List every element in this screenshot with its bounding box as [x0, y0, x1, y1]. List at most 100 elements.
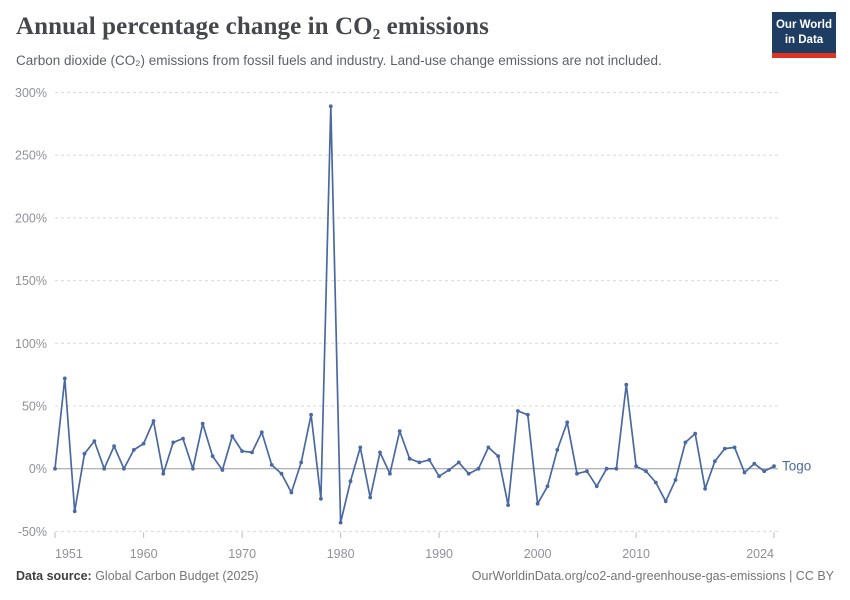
y-axis-label: 200%: [15, 211, 47, 225]
data-point[interactable]: [437, 474, 441, 479]
x-axis-label: 1980: [327, 547, 355, 561]
data-point[interactable]: [338, 520, 343, 525]
owid-logo-line1: Our World: [775, 19, 832, 31]
data-point[interactable]: [585, 469, 589, 474]
series-line-togo[interactable]: [54, 105, 775, 524]
data-point[interactable]: [200, 421, 205, 426]
data-point[interactable]: [703, 486, 707, 491]
data-point[interactable]: [122, 466, 126, 471]
x-axis-label: 1951: [55, 547, 83, 561]
data-point[interactable]: [259, 430, 264, 435]
data-point[interactable]: [141, 441, 146, 446]
data-point[interactable]: [62, 376, 67, 381]
data-point[interactable]: [713, 459, 717, 464]
data-point[interactable]: [653, 480, 658, 485]
chart-subtitle: Carbon dioxide (CO₂) emissions from foss…: [16, 53, 662, 68]
data-point[interactable]: [191, 466, 195, 471]
data-source-value: Global Carbon Budget (2025): [91, 569, 259, 583]
x-axis-label: 1970: [228, 547, 256, 561]
data-point[interactable]: [496, 454, 501, 459]
data-point[interactable]: [752, 461, 757, 466]
data-point[interactable]: [614, 466, 619, 471]
data-point[interactable]: [594, 484, 599, 489]
data-point[interactable]: [742, 470, 747, 475]
data-point[interactable]: [388, 471, 392, 476]
data-point[interactable]: [447, 468, 451, 472]
data-point[interactable]: [299, 460, 304, 465]
series-end-label[interactable]: Togo: [782, 459, 811, 474]
data-point[interactable]: [604, 466, 609, 471]
x-axis-label: 1990: [425, 547, 453, 561]
data-point[interactable]: [486, 445, 491, 450]
data-point[interactable]: [407, 456, 412, 461]
data-point[interactable]: [624, 382, 629, 387]
credit-link[interactable]: OurWorldinData.org/co2-and-greenhouse-ga…: [471, 569, 834, 583]
data-point[interactable]: [693, 431, 698, 436]
data-point[interactable]: [82, 451, 87, 456]
data-point[interactable]: [358, 445, 363, 450]
data-point[interactable]: [131, 448, 136, 452]
owid-logo[interactable]: Our World in Data: [772, 12, 836, 58]
data-point[interactable]: [634, 464, 638, 469]
data-point[interactable]: [181, 436, 185, 441]
data-point[interactable]: [722, 446, 727, 451]
data-point[interactable]: [289, 490, 294, 495]
data-point[interactable]: [417, 460, 422, 465]
data-point[interactable]: [565, 420, 570, 425]
data-point[interactable]: [210, 454, 215, 459]
data-point[interactable]: [92, 439, 97, 443]
y-axis-label: 100%: [15, 337, 47, 351]
data-point[interactable]: [240, 449, 245, 453]
data-point[interactable]: [525, 412, 530, 417]
data-point[interactable]: [456, 460, 461, 465]
data-point[interactable]: [230, 434, 235, 438]
data-point[interactable]: [506, 503, 510, 507]
data-point[interactable]: [476, 466, 481, 471]
data-point[interactable]: [378, 450, 382, 455]
data-point[interactable]: [328, 104, 333, 109]
data-point[interactable]: [762, 469, 767, 474]
data-point[interactable]: [673, 478, 678, 482]
data-point[interactable]: [368, 495, 373, 500]
data-point[interactable]: [279, 471, 284, 476]
data-point[interactable]: [555, 448, 560, 452]
x-axis-label: 1960: [130, 547, 158, 561]
data-point[interactable]: [545, 484, 550, 489]
data-point[interactable]: [466, 471, 471, 476]
data-point[interactable]: [644, 469, 648, 474]
data-point[interactable]: [112, 444, 116, 448]
data-point[interactable]: [269, 463, 274, 467]
y-axis-label: 250%: [15, 149, 47, 163]
data-point[interactable]: [319, 496, 323, 501]
data-point[interactable]: [772, 464, 776, 469]
data-point[interactable]: [171, 440, 176, 445]
data-point[interactable]: [427, 458, 432, 462]
y-axis-label: 0%: [29, 462, 47, 476]
y-axis-label: 150%: [15, 274, 47, 288]
data-point[interactable]: [102, 466, 107, 471]
data-point[interactable]: [220, 468, 225, 472]
data-point[interactable]: [72, 509, 77, 514]
data-point[interactable]: [348, 479, 353, 484]
x-axis-label: 2010: [622, 547, 650, 561]
data-point[interactable]: [732, 445, 737, 450]
chart-footer: Data source: Global Carbon Budget (2025)…: [16, 569, 834, 583]
y-axis-label: -50%: [18, 525, 47, 539]
data-point[interactable]: [683, 440, 688, 445]
x-axis-label: 2000: [524, 547, 552, 561]
data-point[interactable]: [161, 471, 166, 476]
data-source-label: Data source:: [16, 569, 92, 583]
data-point[interactable]: [397, 429, 402, 433]
data-point[interactable]: [53, 466, 57, 471]
data-point[interactable]: [151, 419, 156, 423]
data-point[interactable]: [575, 471, 579, 476]
data-point[interactable]: [663, 499, 668, 504]
data-point[interactable]: [516, 409, 520, 413]
data-point[interactable]: [250, 450, 254, 455]
data-point[interactable]: [309, 412, 313, 417]
y-axis-label: 50%: [22, 400, 47, 414]
x-axis-label: 2024: [746, 547, 774, 561]
data-point[interactable]: [535, 501, 540, 506]
